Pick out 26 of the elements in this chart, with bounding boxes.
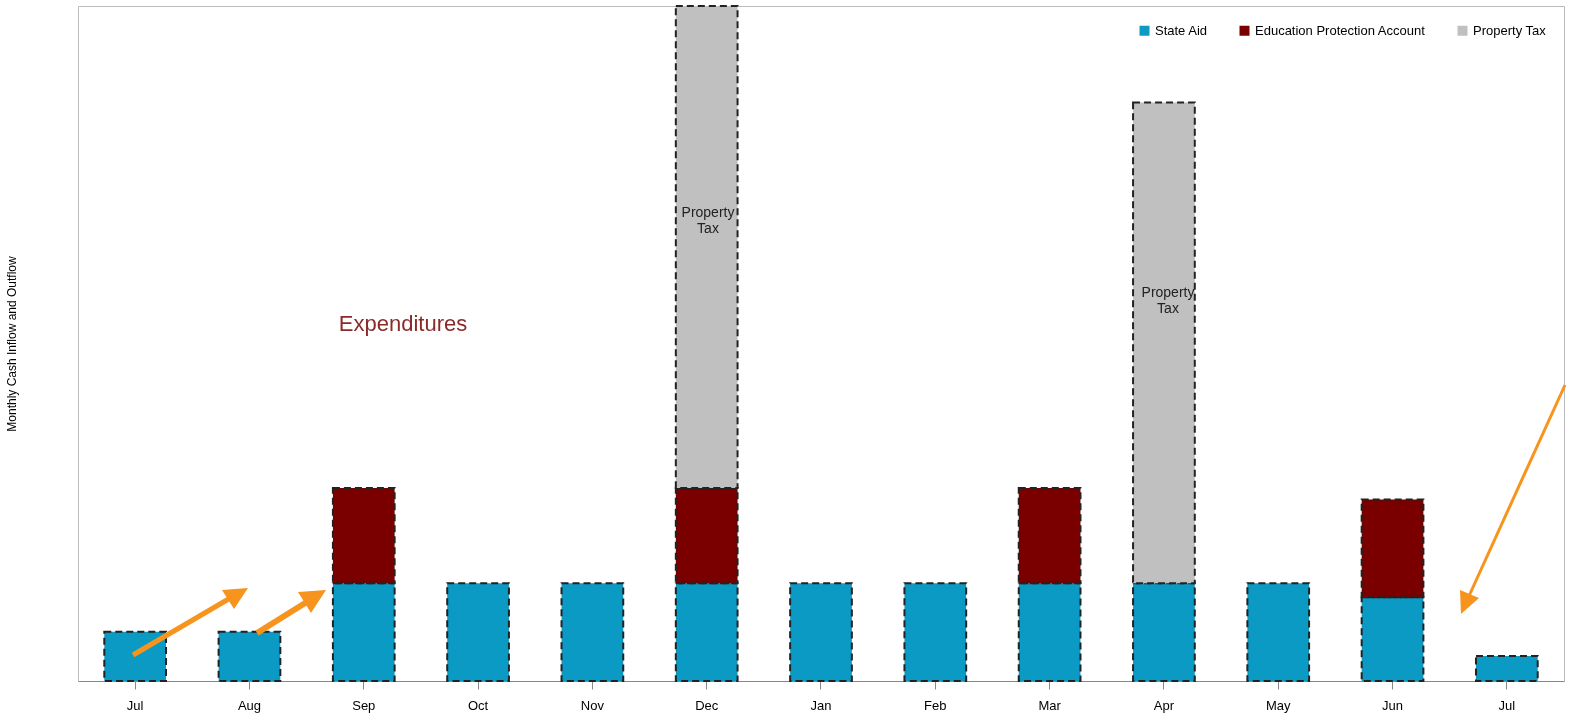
x-tick-label: Sep xyxy=(352,697,376,713)
x-tick-label: Aug xyxy=(237,697,262,713)
legend-label: State Aid xyxy=(1155,22,1208,38)
x-tick-label: Jul xyxy=(126,697,144,713)
bar xyxy=(446,582,510,682)
x-tick-label: Nov xyxy=(580,697,605,713)
legend-label: Property Tax xyxy=(1473,22,1547,38)
x-tick-label: Dec xyxy=(695,697,719,713)
bar xyxy=(789,582,853,682)
bar xyxy=(560,582,625,682)
x-tick-label: May xyxy=(1265,697,1292,713)
bar xyxy=(903,582,968,682)
legend-label: Education Protection Account xyxy=(1255,22,1426,38)
bar xyxy=(1246,582,1311,682)
x-tick-label: Oct xyxy=(467,697,489,713)
x-tick-label: Jul xyxy=(1498,697,1516,713)
annotation: Property Tax xyxy=(681,204,735,236)
x-tick-label: Feb xyxy=(924,697,947,713)
x-tick-label: Jun xyxy=(1382,697,1404,713)
y-axis-title: Monthly Cash Inflow and Outflow xyxy=(4,255,19,432)
bar xyxy=(1474,655,1539,682)
x-tick-label: Jan xyxy=(810,697,832,713)
annotation: Property Tax xyxy=(1141,284,1195,316)
x-tick-label: Mar xyxy=(1038,697,1062,713)
annotation: Expenditures xyxy=(338,311,468,336)
x-tick-label: Apr xyxy=(1153,697,1175,713)
